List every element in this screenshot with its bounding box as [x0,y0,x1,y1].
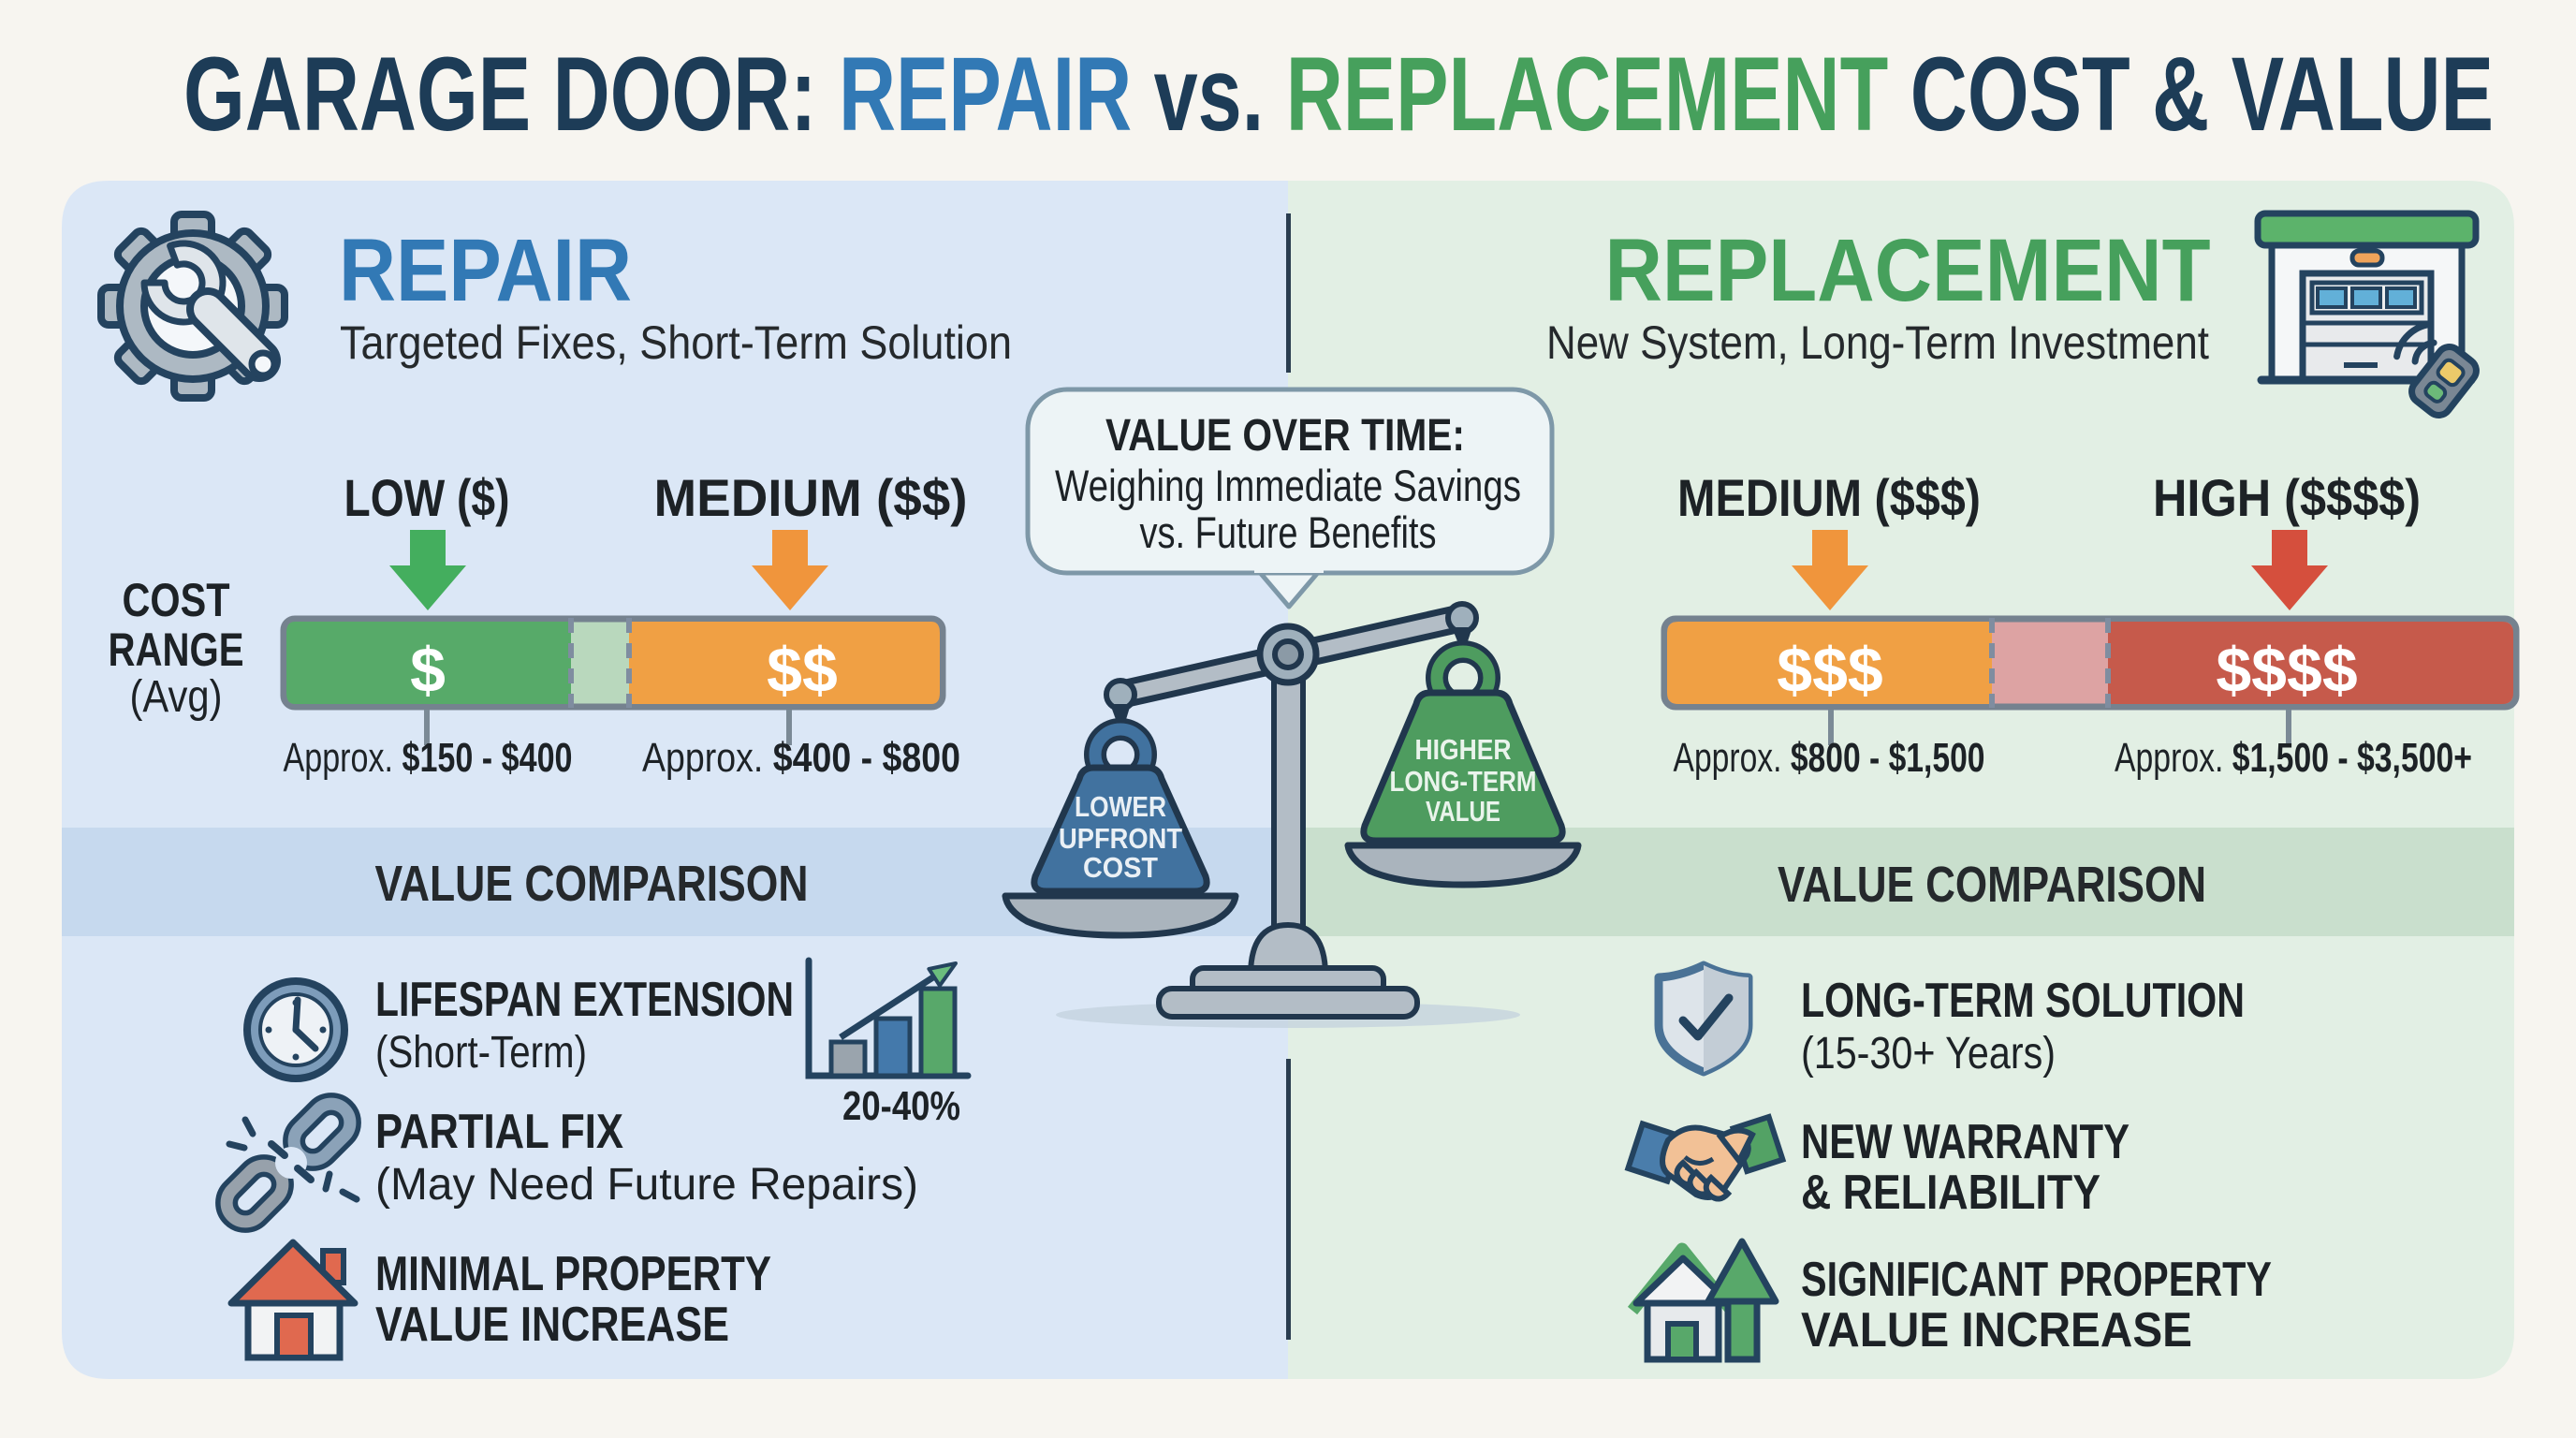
svg-text:$$$: $$$ [1777,635,1882,706]
svg-text:LOW ($): LOW ($) [344,468,510,527]
svg-text:MEDIUM ($$$): MEDIUM ($$$) [1677,468,1981,527]
svg-text:LONG-TERM SOLUTION: LONG-TERM SOLUTION [1801,974,2245,1028]
svg-text:(Avg): (Avg) [130,672,223,722]
svg-text:LONG-TERM: LONG-TERM [1390,765,1537,798]
svg-text:Targeted Fixes, Short-Term Sol: Targeted Fixes, Short-Term Solution [340,316,1012,369]
svg-text:$$$$: $$$$ [2216,635,2357,706]
svg-text:20-40%: 20-40% [842,1083,960,1129]
svg-text:& RELIABILITY: & RELIABILITY [1801,1166,2100,1220]
svg-text:vs. Future Benefits: vs. Future Benefits [1140,507,1437,557]
svg-text:$$: $$ [767,635,838,706]
svg-text:RANGE: RANGE [109,624,244,676]
svg-text:HIGH ($$$$): HIGH ($$$$) [2153,468,2421,527]
svg-text:PARTIAL FIX: PARTIAL FIX [375,1105,623,1159]
svg-text:GARAGE DOOR: REPAIR vs. REPLAC: GARAGE DOOR: REPAIR vs. REPLACEMENT COST… [183,36,2494,153]
svg-text:REPLACEMENT: REPLACEMENT [1605,221,2211,320]
svg-text:New System, Long-Term Investme: New System, Long-Term Investment [1546,316,2209,369]
svg-text:LIFESPAN EXTENSION: LIFESPAN EXTENSION [375,973,794,1027]
svg-text:(May Need Future Repairs): (May Need Future Repairs) [375,1160,918,1210]
svg-text:VALUE OVER TIME:: VALUE OVER TIME: [1105,411,1465,461]
svg-text:Approx. $150 - $400: Approx. $150 - $400 [284,735,573,781]
svg-text:HIGHER: HIGHER [1415,733,1512,766]
svg-text:LOWER: LOWER [1075,790,1166,823]
svg-text:VALUE INCREASE: VALUE INCREASE [1801,1303,2192,1357]
svg-text:Approx. $800 - $1,500: Approx. $800 - $1,500 [1674,735,1985,781]
svg-text:REPAIR: REPAIR [339,221,632,320]
svg-text:VALUE: VALUE [1426,795,1500,828]
svg-text:Approx. $400 - $800: Approx. $400 - $800 [642,735,960,781]
svg-text:(15-30+ Years): (15-30+ Years) [1801,1029,2056,1078]
svg-text:SIGNIFICANT PROPERTY: SIGNIFICANT PROPERTY [1801,1253,2272,1307]
svg-text:VALUE INCREASE: VALUE INCREASE [375,1298,729,1352]
svg-text:$: $ [410,635,446,706]
svg-text:MEDIUM ($$): MEDIUM ($$) [654,468,968,527]
svg-text:Weighing Immediate Savings: Weighing Immediate Savings [1055,461,1521,510]
svg-text:COST: COST [123,574,230,626]
svg-text:Approx. $1,500 - $3,500+: Approx. $1,500 - $3,500+ [2115,735,2472,781]
svg-text:UPFRONT: UPFRONT [1059,822,1182,855]
svg-text:VALUE COMPARISON: VALUE COMPARISON [1778,857,2206,913]
svg-text:NEW WARRANTY: NEW WARRANTY [1801,1115,2130,1169]
svg-text:VALUE COMPARISON: VALUE COMPARISON [375,856,809,912]
svg-text:(Short-Term): (Short-Term) [375,1028,587,1078]
svg-text:COST: COST [1083,851,1158,884]
svg-text:MINIMAL PROPERTY: MINIMAL PROPERTY [375,1247,771,1301]
